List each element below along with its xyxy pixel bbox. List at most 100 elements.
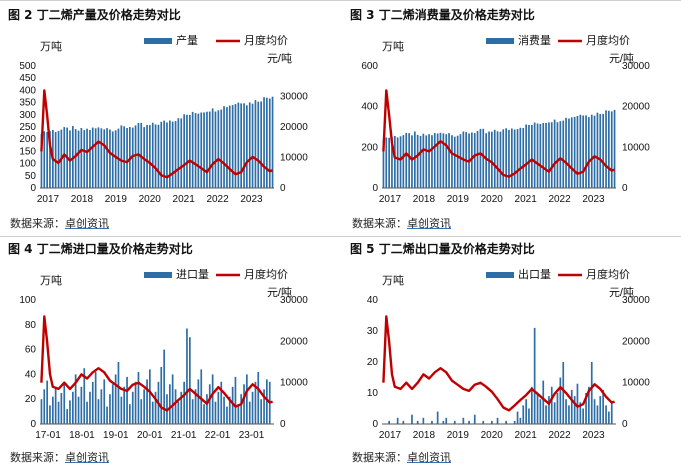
y-left-tick-label: 20	[25, 394, 37, 405]
bar	[197, 113, 200, 188]
source-name[interactable]: 卓创资讯	[65, 217, 109, 230]
bar	[593, 115, 596, 188]
bar	[448, 133, 450, 188]
y-right-tick-label: 10000	[280, 153, 308, 164]
source-name[interactable]: 卓创资讯	[65, 451, 109, 464]
bar	[180, 391, 183, 424]
x-tick-label: 20-01	[137, 430, 163, 441]
bar	[134, 381, 137, 424]
top-divider	[0, 0, 681, 1]
bar	[197, 379, 200, 424]
bar	[528, 125, 530, 188]
bar	[559, 377, 562, 424]
bar	[97, 127, 100, 188]
source-label: 数据来源：	[352, 451, 407, 464]
bar	[40, 134, 43, 188]
y-right-tick-label: 30000	[280, 295, 308, 306]
bar	[414, 131, 416, 188]
legend-bar-swatch	[144, 38, 172, 44]
bar	[40, 399, 43, 424]
bar	[260, 399, 262, 424]
bar	[588, 386, 590, 424]
bar	[49, 405, 51, 424]
bar	[240, 394, 242, 424]
bar	[86, 401, 88, 424]
bar	[531, 125, 533, 188]
chart-panel-import: 图 4 丁二烯进口量及价格走势对比 进口量 月度均价 万吨 元/吨 0 20 40 60 80 1…	[2, 238, 337, 468]
bar	[66, 409, 68, 424]
bar	[559, 121, 562, 188]
bar	[251, 391, 254, 424]
legend-line-label: 月度均价	[244, 33, 288, 47]
price-line	[40, 89, 273, 179]
bar	[462, 417, 465, 424]
bar	[459, 134, 462, 188]
bar	[237, 102, 240, 188]
bar	[149, 125, 151, 188]
bar	[590, 362, 593, 424]
y-right-tick-label: 20000	[622, 102, 650, 113]
x-tick-label: 2019	[447, 194, 470, 205]
bar	[171, 121, 174, 188]
legend-bar-swatch	[486, 272, 514, 278]
y-right-unit: 元/吨	[267, 286, 292, 299]
bar	[596, 112, 599, 188]
bar	[408, 133, 410, 188]
bar	[525, 399, 527, 424]
bar	[568, 405, 570, 424]
y-left-tick-label: 300	[19, 110, 36, 121]
y-left-tick-label: 40	[25, 369, 37, 380]
bar	[46, 380, 48, 424]
bar	[502, 129, 505, 188]
x-tick-label: 2020	[139, 194, 162, 205]
bar	[180, 118, 183, 188]
y-right-tick-label: 20000	[280, 122, 308, 133]
bar	[562, 362, 565, 424]
y-left-tick-label: 10	[367, 388, 379, 399]
bar	[154, 124, 157, 188]
bar	[576, 383, 579, 424]
chart-panel-production: 图 2 丁二烯产量及价格走势对比 产量 月度均价 万吨 元/吨 0 50 100 150 200…	[2, 4, 337, 232]
bar	[491, 131, 493, 188]
bar	[169, 120, 171, 188]
y-left-tick-label: 40	[367, 295, 379, 306]
legend-bar-swatch	[144, 272, 172, 278]
bar	[513, 420, 516, 424]
bar	[43, 131, 46, 188]
y-left-tick-label: 0	[372, 419, 378, 430]
y-left-tick-label: 30	[367, 326, 379, 337]
bar	[248, 102, 251, 188]
bar	[203, 112, 205, 188]
bar	[402, 135, 405, 188]
bar	[240, 103, 242, 188]
source-name[interactable]: 卓创资讯	[407, 217, 451, 230]
bar	[114, 130, 117, 188]
bar	[493, 129, 496, 188]
y-left-tick-label: 60	[25, 345, 37, 356]
bar	[63, 384, 66, 424]
bar	[479, 128, 482, 188]
bar	[496, 417, 499, 424]
chart-panel-export: 图 5 丁二烯出口量及价格走势对比 出口量 月度均价 万吨 元/吨 0 10 20 30 40 0…	[344, 238, 679, 468]
bar	[548, 122, 550, 188]
price-line	[382, 89, 615, 178]
bar	[508, 129, 510, 188]
bar	[588, 117, 590, 188]
y-right-tick-label: 0	[280, 419, 286, 430]
bar	[208, 111, 211, 188]
source-label: 数据来源：	[352, 217, 407, 230]
bar	[422, 133, 425, 188]
bar	[608, 110, 610, 188]
bar	[189, 114, 191, 188]
x-tick-label: 2017	[379, 430, 402, 441]
bar	[63, 127, 66, 188]
bar	[451, 135, 453, 188]
bar	[140, 399, 143, 424]
source-name[interactable]: 卓创资讯	[407, 451, 451, 464]
y-right-tick-label: 30000	[280, 92, 308, 103]
bar	[553, 402, 556, 424]
y-left-tick-label: 400	[19, 85, 36, 96]
y-right-tick-label: 0	[622, 183, 628, 194]
x-tick-label: 2020	[481, 430, 504, 441]
bar	[254, 381, 257, 424]
